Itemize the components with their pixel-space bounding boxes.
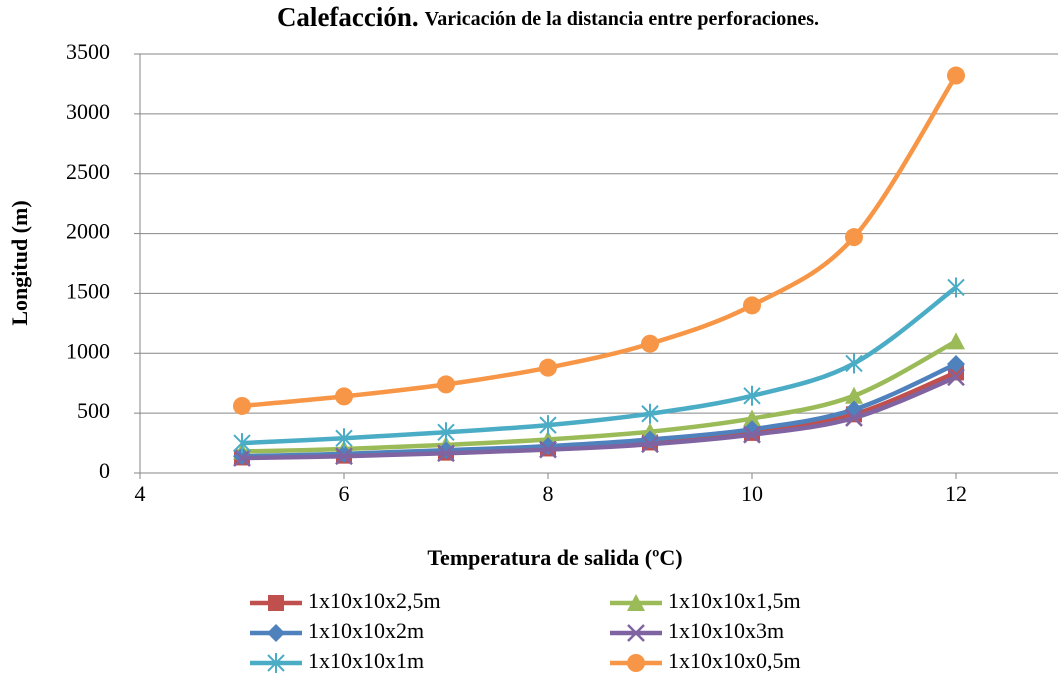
y-tick-label: 1000 <box>66 338 110 363</box>
x-tick-label: 12 <box>945 481 967 506</box>
marker <box>947 368 965 387</box>
marker <box>743 425 761 444</box>
x-axis-title: Temperatura de salida (ºC) <box>427 545 682 570</box>
marker <box>539 415 557 436</box>
marker <box>947 355 965 374</box>
chart-title: Calefacción. <box>277 2 419 32</box>
marker <box>947 66 965 85</box>
legend-label: 1x10x10x2,5m <box>308 588 441 613</box>
marker <box>335 387 353 406</box>
marker <box>539 440 557 459</box>
marker <box>437 444 455 463</box>
chart-subtitle: Varicación de la distancia entre perfora… <box>425 8 819 30</box>
legend-label: 1x10x10x1,5m <box>668 588 801 613</box>
marker <box>437 422 455 443</box>
marker <box>437 375 455 394</box>
marker <box>947 332 965 350</box>
marker <box>233 433 251 454</box>
y-tick-label: 3500 <box>66 39 110 64</box>
marker <box>743 385 761 406</box>
series-line <box>241 375 957 461</box>
x-tick-label: 8 <box>543 481 554 506</box>
marker <box>641 435 659 454</box>
marker <box>845 409 863 427</box>
y-tick-label: 500 <box>77 398 110 423</box>
series-line <box>241 362 957 459</box>
marker <box>233 449 251 467</box>
marker <box>267 624 285 642</box>
marker <box>845 228 863 247</box>
y-tick-label: 1500 <box>66 278 110 303</box>
series-line <box>241 285 958 446</box>
marker <box>743 296 761 315</box>
marker <box>627 624 645 642</box>
y-axis-title: Longitud (m) <box>7 200 32 325</box>
marker <box>233 396 251 415</box>
x-tick-label: 4 <box>135 481 146 506</box>
marker <box>267 653 285 673</box>
x-tick-label: 6 <box>339 481 350 506</box>
marker <box>641 334 659 353</box>
marker <box>641 403 659 424</box>
y-tick-label: 2000 <box>66 219 110 244</box>
chart-title-group: Calefacción. Varicación de la distancia e… <box>277 2 819 32</box>
marker <box>845 386 863 404</box>
marker <box>845 353 863 374</box>
y-tick-label: 0 <box>99 458 110 483</box>
legend-label: 1x10x10x3m <box>668 618 784 643</box>
marker <box>627 654 645 672</box>
marker <box>743 409 761 427</box>
marker <box>335 428 353 449</box>
x-tick-label: 10 <box>741 481 763 506</box>
legend-label: 1x10x10x1m <box>308 648 424 673</box>
series-line <box>241 339 958 454</box>
marker <box>335 447 353 466</box>
y-tick-label: 2500 <box>66 159 110 184</box>
marker <box>539 358 557 377</box>
marker <box>268 595 284 611</box>
marker <box>627 594 645 611</box>
legend-label: 1x10x10x2m <box>308 618 424 643</box>
marker <box>947 277 965 298</box>
legend-label: 1x10x10x0,5m <box>668 648 801 673</box>
y-tick-label: 3000 <box>66 99 110 124</box>
